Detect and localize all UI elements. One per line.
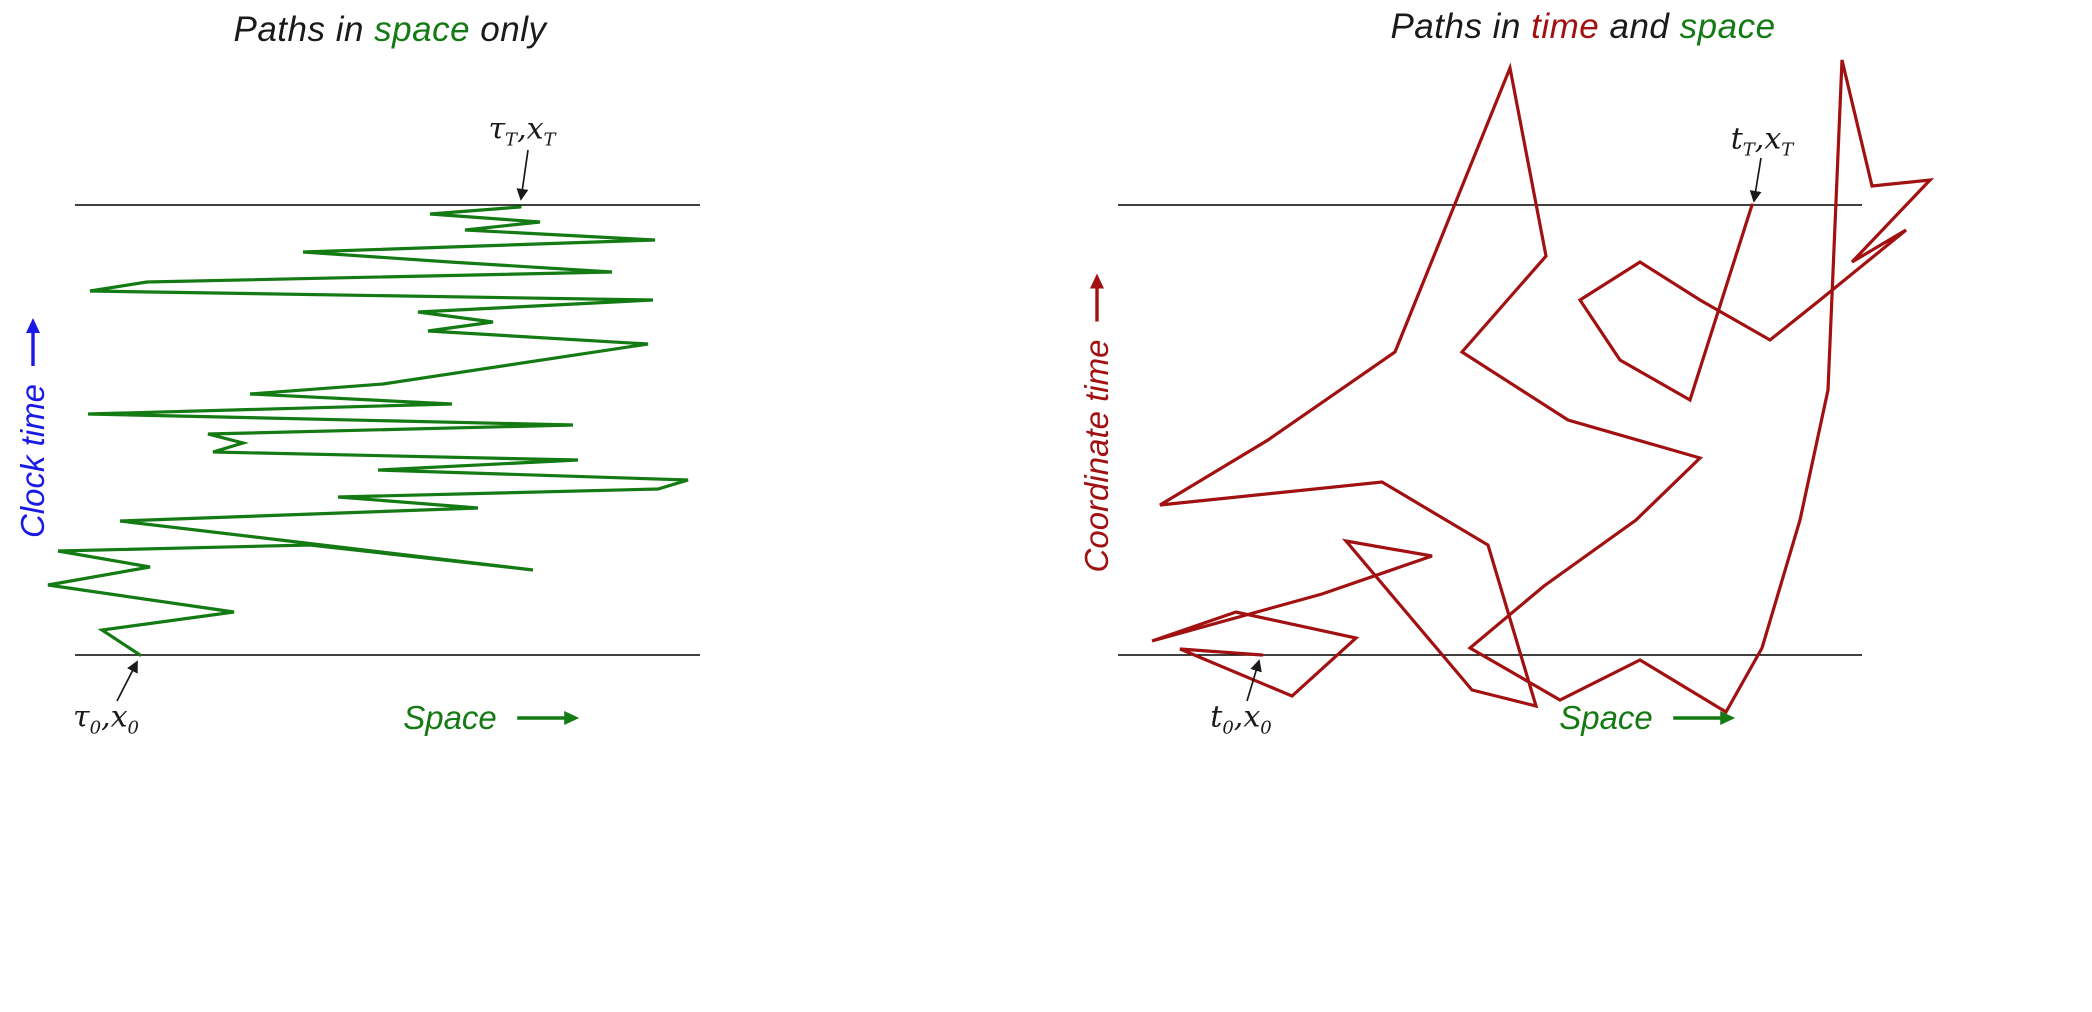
- left-space-axis-label: Space: [403, 699, 497, 736]
- left-title-segment: Paths in: [233, 10, 375, 49]
- math-subscript: 0: [89, 717, 102, 739]
- clock-time-axis: Clock time: [14, 316, 52, 538]
- math-base: ,x: [1233, 699, 1261, 735]
- coordinate-time-axis-label: Coordinate time: [1078, 339, 1115, 573]
- math-base: τ: [488, 111, 506, 147]
- right-start-annotation-arrow: [1246, 659, 1262, 702]
- math-base: τ: [73, 699, 90, 735]
- right-title-segment-time: time: [1531, 7, 1600, 46]
- right-spacetime-path: [1151, 59, 1935, 715]
- math-subscript: T: [1742, 139, 1755, 161]
- left-end-annotation-arrow: [516, 149, 529, 201]
- right-title-segment: Paths in: [1390, 7, 1532, 46]
- math-base: ,x: [1754, 121, 1782, 157]
- right-end-point-label: tT,xT: [1731, 122, 1794, 161]
- math-base: ,x: [101, 699, 128, 735]
- math-subscript: 0: [127, 717, 139, 739]
- left-end-point-label: τT,xT: [488, 112, 555, 151]
- right-title-segment-space: space: [1679, 7, 1776, 46]
- left-start-annotation-arrow: [116, 660, 138, 702]
- right-title-segment: and: [1599, 7, 1680, 46]
- left-start-point-label: τ0,x0: [73, 700, 139, 739]
- up-arrow-icon: [1090, 273, 1104, 322]
- up-arrow-icon: [26, 317, 40, 366]
- left-title-segment-space: space: [374, 10, 471, 49]
- math-subscript: 0: [1222, 717, 1234, 739]
- math-subscript: 0: [1260, 717, 1272, 739]
- math-base: t: [1210, 699, 1223, 735]
- clock-time-axis-label: Clock time: [14, 383, 51, 539]
- right-start-point-label: t0,x0: [1210, 700, 1271, 739]
- right-space-axis-label: Space: [1559, 699, 1653, 736]
- math-subscript: T: [543, 129, 556, 151]
- left-title: Paths in space only: [75, 10, 705, 50]
- left-title-segment: only: [470, 10, 547, 49]
- right-arrow-icon: [516, 711, 579, 725]
- left-space-axis: Space: [403, 699, 581, 737]
- math-subscript: T: [1781, 139, 1794, 161]
- math-base: t: [1730, 121, 1743, 157]
- math-base: ,x: [517, 111, 544, 147]
- right-arrow-icon: [1672, 711, 1735, 725]
- math-subscript: T: [505, 129, 518, 151]
- right-space-axis: Space: [1559, 699, 1737, 737]
- coordinate-time-axis: Coordinate time: [1078, 272, 1116, 573]
- right-title: Paths in time and space: [1203, 7, 1963, 47]
- right-end-annotation-arrow: [1749, 157, 1762, 203]
- left-space-path: [47, 205, 689, 657]
